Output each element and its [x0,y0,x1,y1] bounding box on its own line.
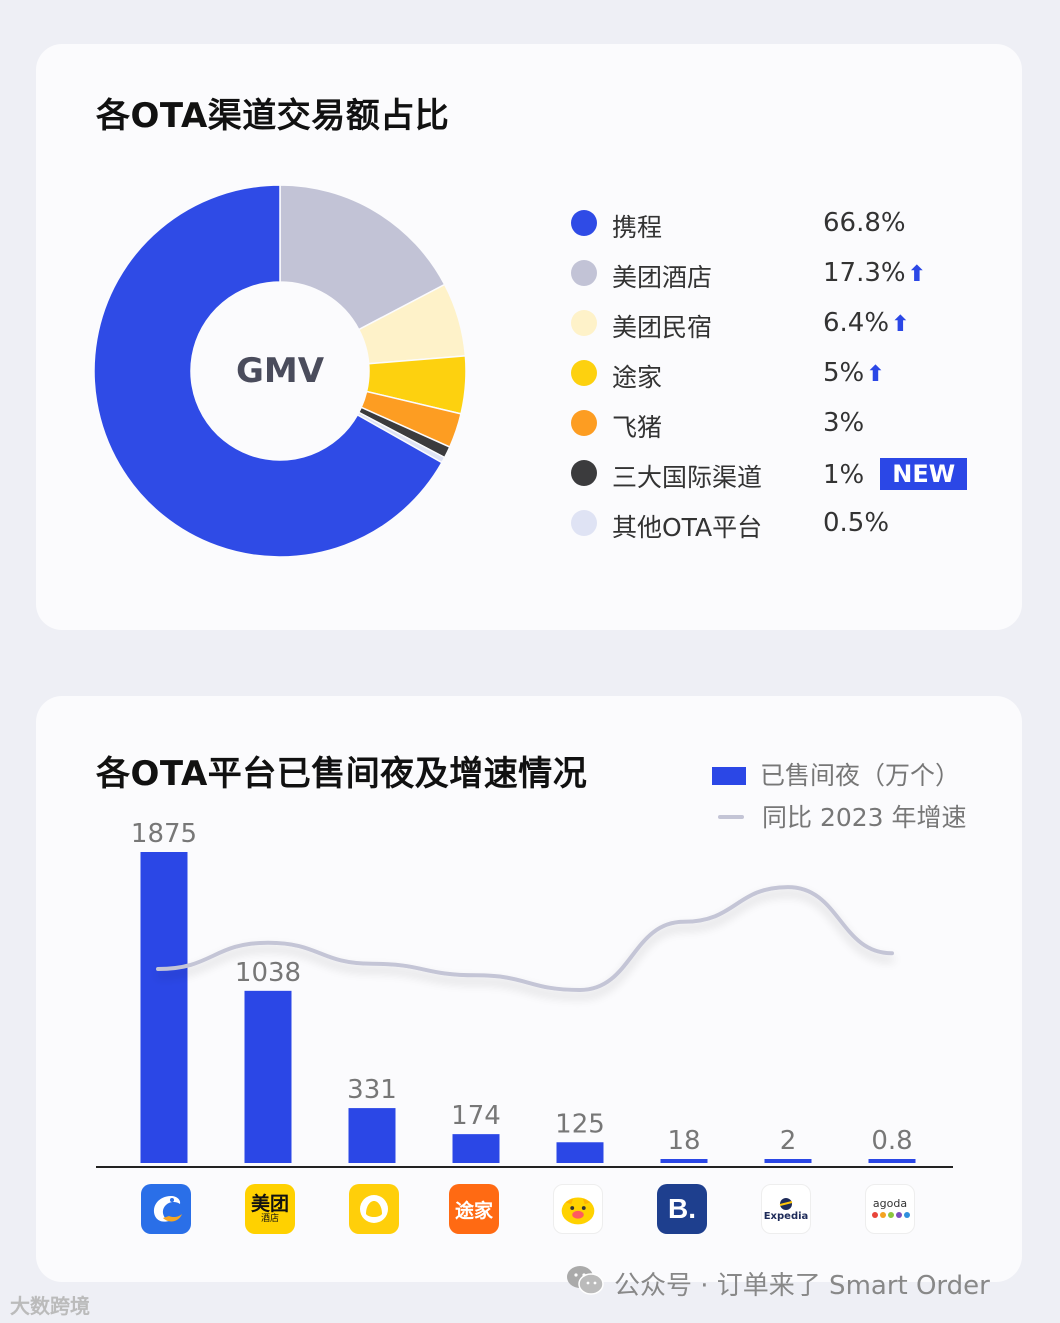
legend-value: 66.8% [823,208,906,238]
pie-chart-title: 各OTA渠道交易额占比 [96,96,450,136]
legend-label: 三大国际渠道 [612,463,763,492]
legend-value: 17.3%⬆ [823,258,926,288]
expedia-logo-icon: Expedia [761,1184,811,1234]
legend-dot [571,210,597,236]
legend-label: 其他OTA平台 [612,513,763,542]
legend-bar-label: 已售间夜（万个） [760,761,961,790]
legend-label: 飞猪 [612,413,663,442]
pie-slice-0 [93,184,443,558]
legend-item-5: 三大国际渠道 1% NEW [571,453,991,493]
trend-up-arrow-icon: ⬆ [866,362,885,387]
legend-label: 美团民宿 [612,313,713,342]
trend-up-arrow-icon: ⬆ [907,262,927,287]
tujia-yellow-logo-icon [349,1184,399,1234]
watermark-text: 大数跨境 [10,1294,90,1318]
legend-value-text: 17.3% [823,258,906,288]
legend-dot [571,360,597,386]
legend-dot [571,310,597,336]
booking-logo-icon: B. [657,1184,707,1234]
legend-value-text: 6.4% [823,308,890,338]
legend-value: 1% NEW [823,458,968,490]
booking-logo-text: B. [668,1193,696,1224]
legend-item-1: 美团酒店 17.3%⬆ [571,253,991,293]
legend-value: 0.5% [823,508,889,538]
legend-bar-swatch [712,767,746,785]
wechat-icon [567,1266,604,1295]
expedia-logo-text: Expedia [763,1210,809,1222]
legend-value-text: 66.8% [823,208,906,238]
bar-chart-title: 各OTA平台已售间夜及增速情况 [96,754,588,794]
legend-value-text: 0.5% [823,508,890,538]
legend-value-text: 3% [823,408,865,438]
legend-label: 携程 [612,213,663,242]
legend-item-3: 途家 5%⬆ [571,353,991,393]
tujia-logo-icon: 途家 [449,1184,499,1234]
legend-label: 途家 [612,363,663,392]
legend-line-swatch [718,815,744,819]
legend-item-6: 其他OTA平台 0.5% [571,503,991,543]
legend-dot [571,410,597,436]
legend-value-text: 5% [823,358,865,388]
legend-dot [571,510,597,536]
legend-label: 美团酒店 [612,263,713,292]
legend-line-label: 同比 2023 年增速 [762,803,967,832]
legend-line-series: 同比 2023 年增速 [712,798,967,834]
legend-item-0: 携程 66.8% [571,203,991,243]
legend-value-text: 1% [823,460,865,490]
fliggy-logo-icon [553,1184,603,1234]
meituan-logo-text: 美团 [250,1193,289,1215]
footer-source-text: 公众号 · 订单来了 Smart Order [614,1271,990,1301]
gmv-share-card: 各OTA渠道交易额占比 GMV 携程 66.8% 美团酒店 17.3%⬆ 美团民宿 6.4… [36,44,1022,630]
tujia-logo-text: 途家 [454,1199,493,1222]
ctrip-logo-icon [141,1184,191,1234]
meituan-hotel-logo-icon: 美团 酒店 [245,1184,295,1234]
legend-dot [571,460,597,486]
donut-center-label: GMV [236,351,325,391]
agoda-logo-text: agoda [872,1197,908,1210]
legend-value: 3% [823,408,864,438]
legend-bar-series: 已售间夜（万个） [712,756,960,792]
new-badge: NEW [880,458,968,490]
legend-value: 5%⬆ [823,358,885,388]
trend-up-arrow-icon: ⬆ [891,312,910,337]
legend-item-2: 美团民宿 6.4%⬆ [571,303,991,343]
meituan-logo-subtext: 酒店 [260,1214,279,1224]
legend-value: 6.4%⬆ [823,308,910,338]
legend-item-4: 飞猪 3% [571,403,991,443]
gmv-donut-chart: GMV [93,184,467,558]
legend-dot [571,260,597,286]
pie-slice-1 [279,184,446,331]
agoda-logo-icon: agoda [865,1184,915,1234]
